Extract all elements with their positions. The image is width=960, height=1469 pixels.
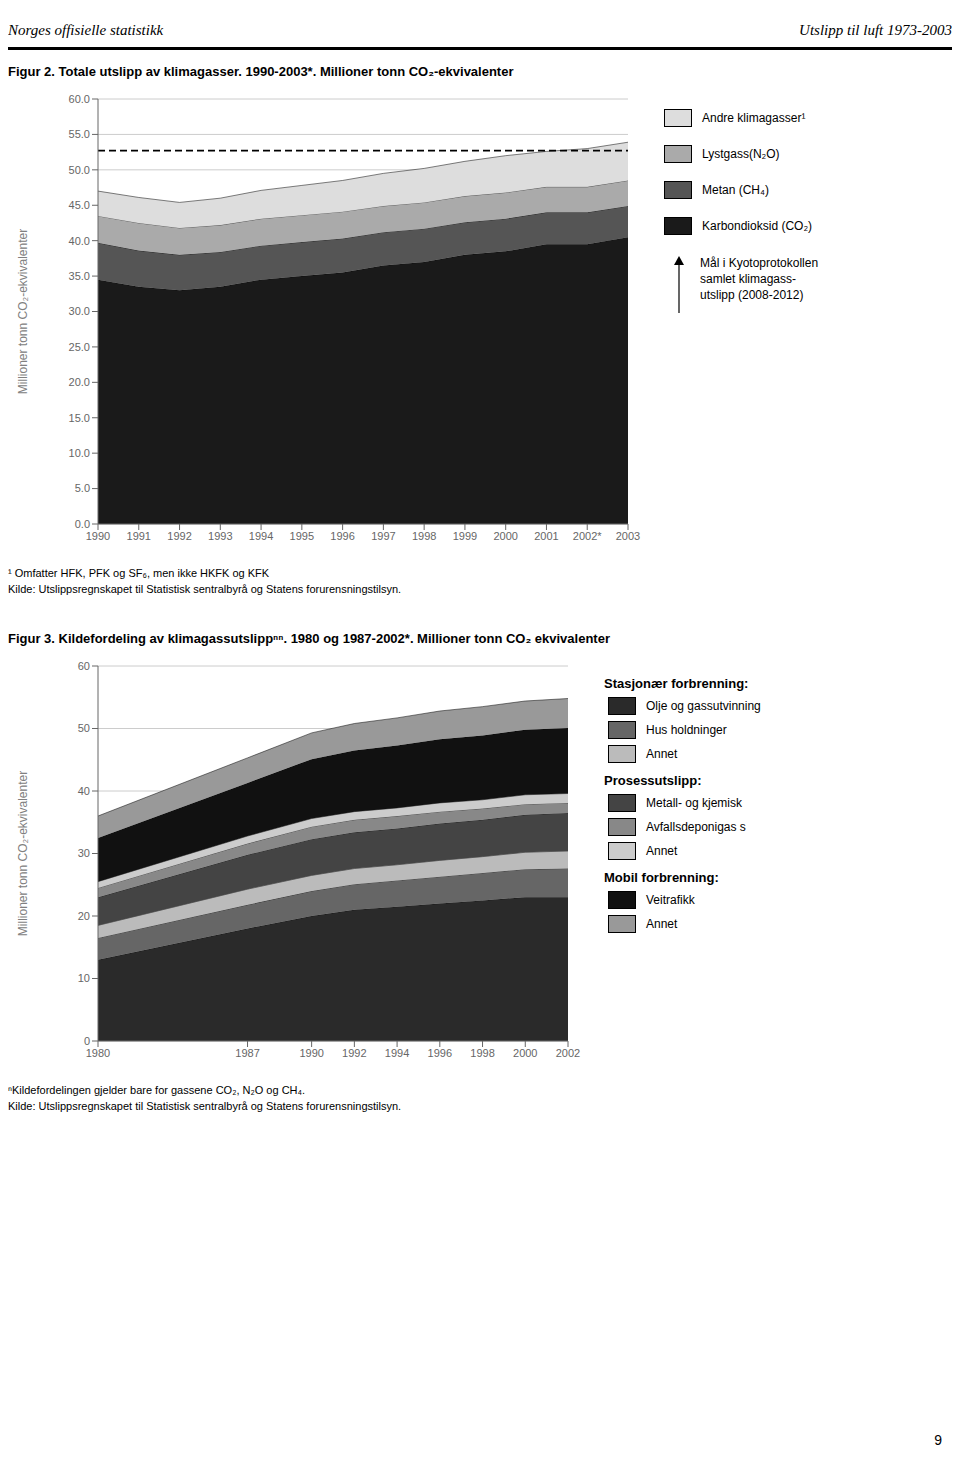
svg-text:0: 0 <box>84 1035 90 1047</box>
html-text:Lystgass(N₂O): Lystgass(N₂O) <box>702 147 780 161</box>
svg-text:1980: 1980 <box>86 1047 110 1059</box>
html-text:Metan (CH₄): Metan (CH₄) <box>702 183 769 197</box>
svg-text:1997: 1997 <box>371 530 395 542</box>
svg-text:1994: 1994 <box>249 530 273 542</box>
svg-text:1995: 1995 <box>290 530 314 542</box>
svg-text:10.0: 10.0 <box>69 447 90 459</box>
html-text:Kilde: Utslippsregnskapet til: Kilde: Utslippsregnskapet til Statistisk… <box>8 583 402 595</box>
svg-text:1992: 1992 <box>167 530 191 542</box>
html-text:Andre klimagasser¹: Andre klimagasser¹ <box>702 111 806 125</box>
svg-text:5.0: 5.0 <box>75 482 90 494</box>
svg-text:45.0: 45.0 <box>69 199 90 211</box>
html-text:utslipp (2008-2012): utslipp (2008-2012) <box>700 288 804 302</box>
svg-text:2000: 2000 <box>493 530 517 542</box>
html-text:Olje og gassutvinning: Olje og gassutvinning <box>646 699 761 713</box>
html-text:Veitrafikk: Veitrafikk <box>646 893 695 907</box>
html-text:Metall- og kjemisk: Metall- og kjemisk <box>646 796 742 810</box>
svg-text:Millioner tonn CO₂-ekvivalente: Millioner tonn CO₂-ekvivalenter <box>16 229 30 394</box>
svg-text:25.0: 25.0 <box>69 341 90 353</box>
svg-text:1996: 1996 <box>428 1047 452 1059</box>
svg-text:1998: 1998 <box>470 1047 494 1059</box>
svg-text:1990: 1990 <box>299 1047 323 1059</box>
html-text:Utslipp til luft 1973-2003: Utslipp til luft 1973-2003 <box>799 22 952 38</box>
html-text:Avfallsdeponigas s: Avfallsdeponigas s <box>646 820 746 834</box>
html-text:9: 9 <box>934 1432 942 1448</box>
svg-text:1999: 1999 <box>453 530 477 542</box>
svg-text:1991: 1991 <box>127 530 151 542</box>
html-text:Mål i Kyotoprotokollen: Mål i Kyotoprotokollen <box>700 256 819 270</box>
svg-text:1992: 1992 <box>342 1047 366 1059</box>
svg-text:35.0: 35.0 <box>69 270 90 282</box>
svg-text:20: 20 <box>78 910 90 922</box>
html-text:Prosessutslipp:: Prosessutslipp: <box>604 773 702 788</box>
svg-text:55.0: 55.0 <box>69 128 90 140</box>
html-text:Karbondioksid (CO₂): Karbondioksid (CO₂) <box>702 219 812 233</box>
html-text:samlet klimagass-: samlet klimagass- <box>700 272 796 286</box>
html-text:Hus holdninger: Hus holdninger <box>646 723 727 737</box>
svg-text:1998: 1998 <box>412 530 436 542</box>
svg-text:50: 50 <box>78 722 90 734</box>
html-text:ⁿKildefordelingen gjelder bare: ⁿKildefordelingen gjelder bare for gasse… <box>8 1084 306 1096</box>
svg-text:2001: 2001 <box>534 530 558 542</box>
svg-text:15.0: 15.0 <box>69 412 90 424</box>
html-text:¹ Omfatter HFK, PFK og SF₆, me: ¹ Omfatter HFK, PFK og SF₆, men ikke HKF… <box>8 567 270 579</box>
svg-text:2002*: 2002* <box>573 530 602 542</box>
svg-text:40: 40 <box>78 785 90 797</box>
svg-text:30: 30 <box>78 847 90 859</box>
svg-text:2000: 2000 <box>513 1047 537 1059</box>
html-text:Annet: Annet <box>646 747 678 761</box>
svg-text:Millioner tonn CO₂-ekvivalente: Millioner tonn CO₂-ekvivalenter <box>16 771 30 936</box>
html-text:Annet: Annet <box>646 844 678 858</box>
svg-text:10: 10 <box>78 972 90 984</box>
svg-text:1993: 1993 <box>208 530 232 542</box>
svg-text:2002: 2002 <box>556 1047 580 1059</box>
svg-text:30.0: 30.0 <box>69 305 90 317</box>
svg-text:40.0: 40.0 <box>69 235 90 247</box>
svg-text:1996: 1996 <box>330 530 354 542</box>
html-text:Figur 3. Kildefordeling av kli: Figur 3. Kildefordeling av klimagassutsl… <box>8 631 610 646</box>
html-text:Stasjonær forbrenning:: Stasjonær forbrenning: <box>604 676 749 691</box>
svg-text:2003: 2003 <box>616 530 640 542</box>
svg-text:60.0: 60.0 <box>69 93 90 105</box>
svg-text:20.0: 20.0 <box>69 376 90 388</box>
html-text:Kilde: Utslippsregnskapet til: Kilde: Utslippsregnskapet til Statistisk… <box>8 1100 402 1112</box>
html-text:Norges offisielle statistikk: Norges offisielle statistikk <box>8 22 164 38</box>
svg-text:1994: 1994 <box>385 1047 409 1059</box>
svg-text:60: 60 <box>78 660 90 672</box>
svg-text:0.0: 0.0 <box>75 518 90 530</box>
svg-text:50.0: 50.0 <box>69 164 90 176</box>
svg-text:1987: 1987 <box>235 1047 259 1059</box>
html-text:Figur 2. Totale utslipp av kli: Figur 2. Totale utslipp av klimagasser. … <box>8 64 514 79</box>
html-text:Annet: Annet <box>646 917 678 931</box>
svg-text:1990: 1990 <box>86 530 110 542</box>
html-text:Mobil forbrenning:: Mobil forbrenning: <box>604 870 719 885</box>
